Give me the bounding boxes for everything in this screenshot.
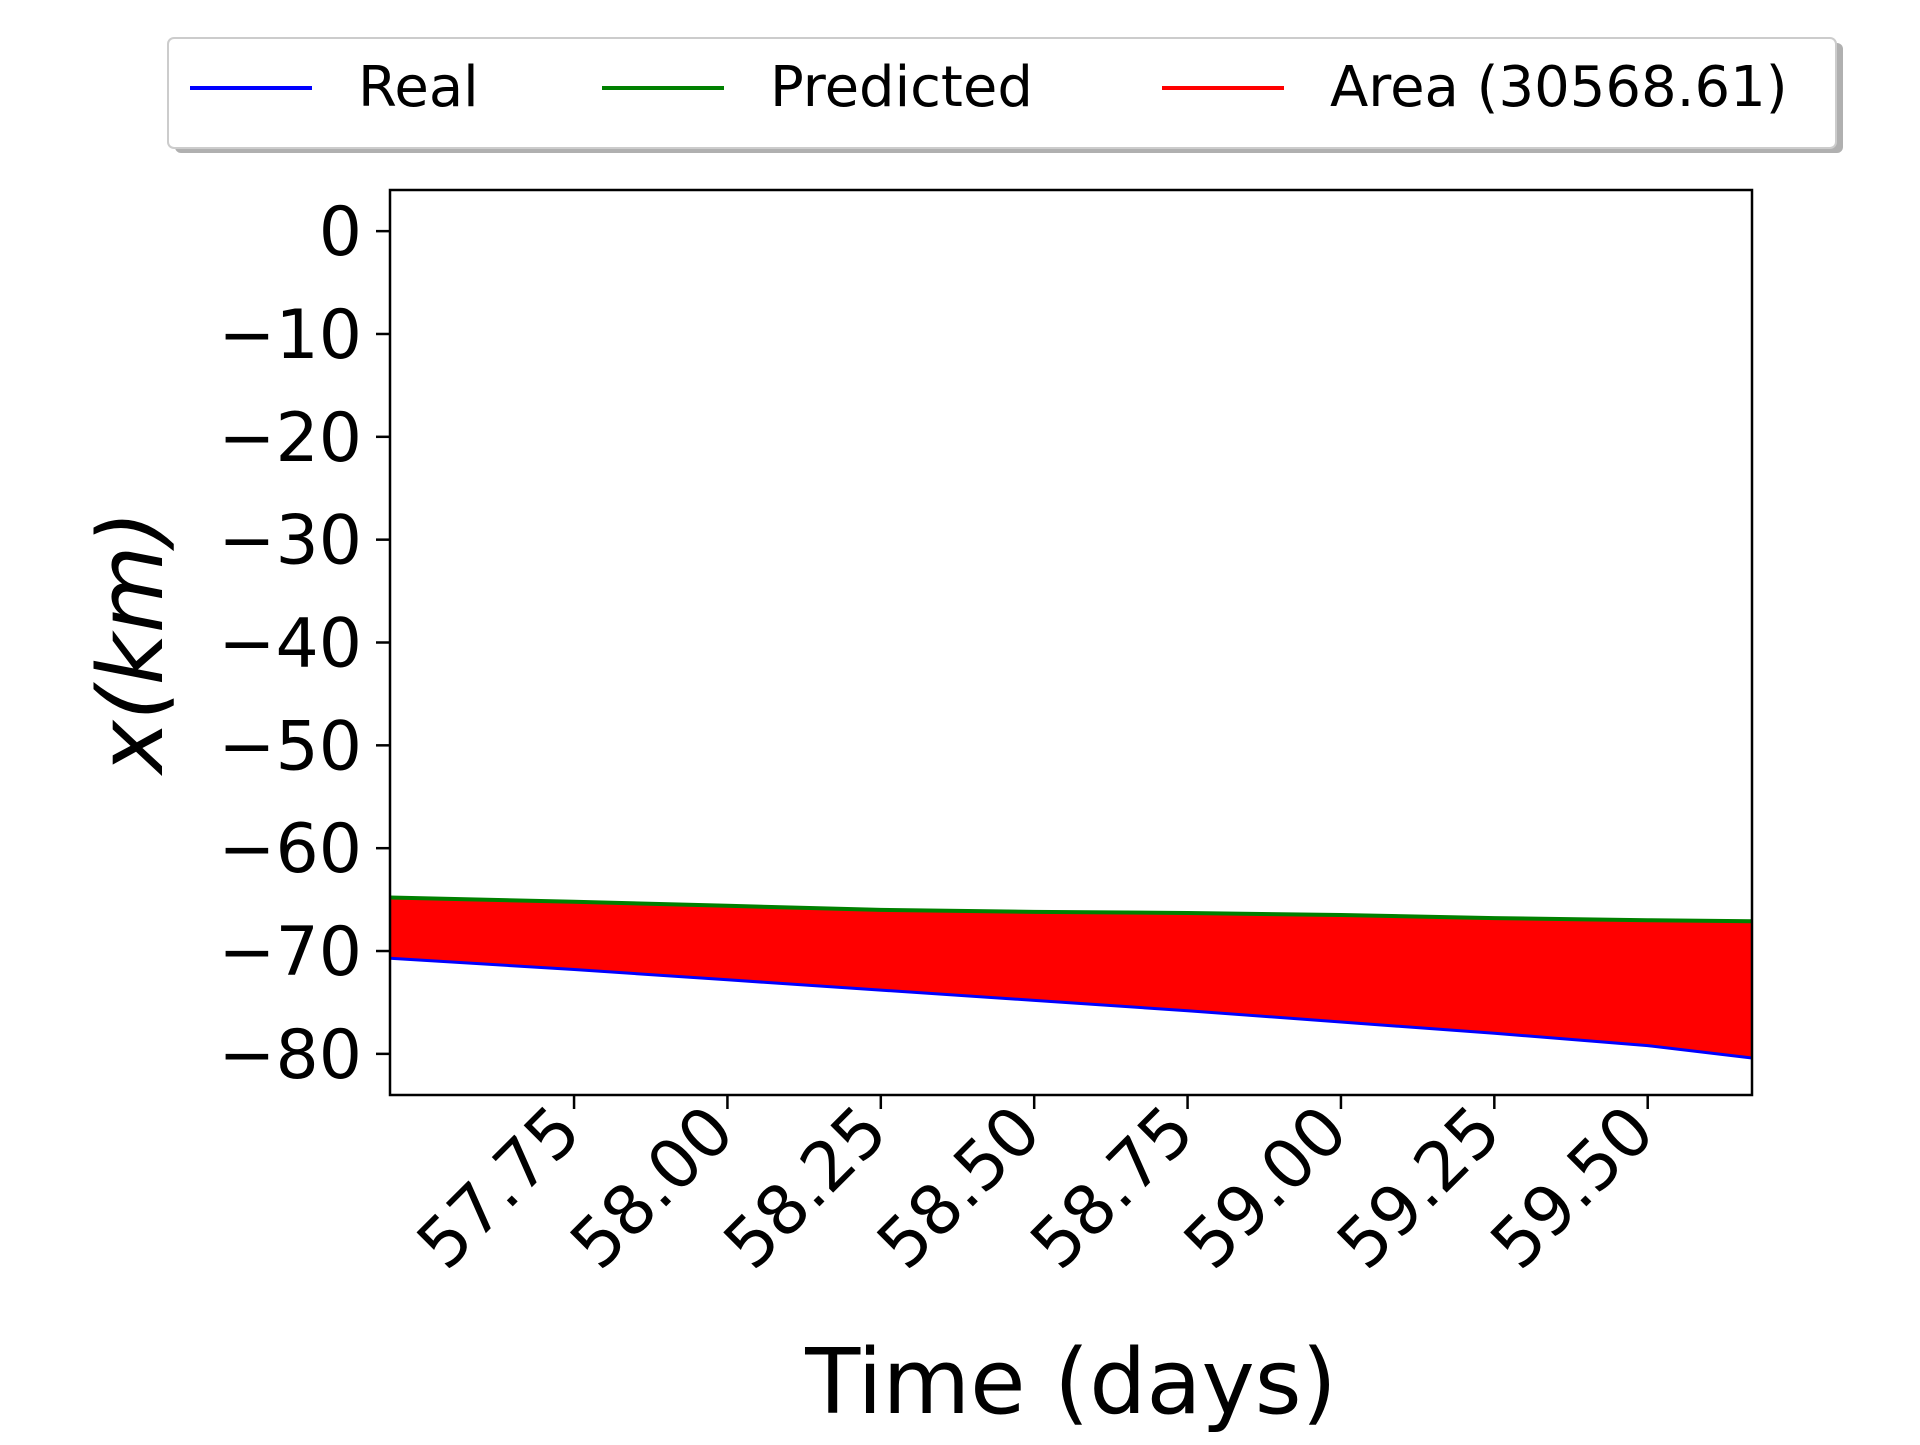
y-tick-label: −10 [218,296,362,375]
y-tick-label: −20 [218,399,362,478]
x-tick-label: 57.75 [403,1091,597,1285]
y-tick-label: −30 [218,502,362,581]
y-tick-label: −70 [218,913,362,992]
legend-label: Predicted [770,55,1033,120]
x-tick-label: 58.75 [1016,1091,1210,1285]
plot-area [388,188,1754,1097]
y-tick-label: 0 [319,193,362,272]
y-tick-label: −50 [218,707,362,786]
real-line [389,956,1753,1060]
x-tick-label: 58.00 [556,1091,750,1285]
legend-label: Real [358,55,479,120]
x-tick-label: 59.00 [1169,1091,1363,1285]
predicted-line [389,895,1753,924]
y-tick-label: −40 [218,605,362,684]
x-tick-label: 59.50 [1476,1091,1670,1285]
y-tick-label: −80 [218,1016,362,1095]
y-axis-label: x(km) [79,510,184,776]
area-fill [390,897,1752,1058]
legend-label: Area (30568.61) [1330,55,1788,120]
x-tick-label: 58.50 [863,1091,1057,1285]
x-tick-label: 59.25 [1323,1091,1517,1285]
legend: Real Predicted Area (30568.61) [167,37,1843,153]
legend-box [167,37,1837,149]
y-tick-label: −60 [218,810,362,889]
y-axis: 0 −10 −20 −30 −40 −50 −60 −70 −80 [218,193,390,1095]
x-axis-label: Time (days) [804,1330,1337,1435]
x-tick-label: 58.25 [709,1091,903,1285]
